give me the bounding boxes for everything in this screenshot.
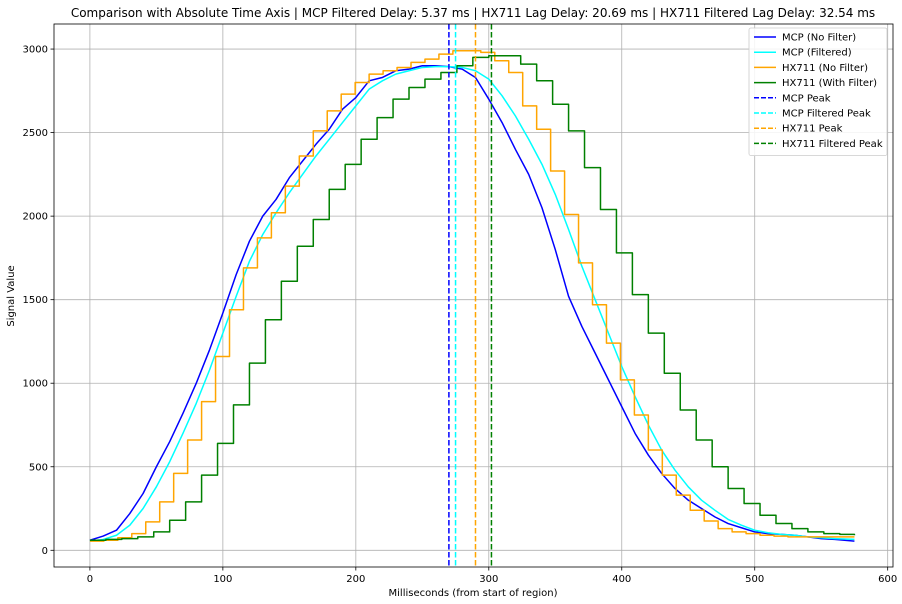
y-tick-label: 1000	[23, 379, 48, 390]
plot-area	[89, 24, 856, 567]
y-axis-label: Signal Value	[6, 265, 17, 326]
legend-box	[748, 27, 888, 156]
x-tick-label: 400	[612, 574, 631, 585]
series-line-hx711-no-filter	[89, 49, 855, 542]
y-tick-label: 0	[42, 546, 48, 557]
legend-label: HX711 (With Filter)	[782, 78, 877, 89]
x-tick-label: 500	[745, 574, 764, 585]
x-tick-label: 300	[479, 574, 498, 585]
legend-label: MCP Peak	[782, 93, 831, 104]
legend-label: HX711 (No Filter)	[782, 63, 868, 74]
y-tick-label: 2000	[23, 212, 48, 223]
legend-label: MCP (Filtered)	[782, 48, 852, 59]
legend-label: HX711 Filtered Peak	[782, 139, 883, 150]
y-tick-label: 500	[29, 462, 48, 473]
legend: MCP (No Filter) MCP (Filtered) HX711 (No F…	[748, 27, 888, 156]
series-line-mcp-no-filter	[89, 65, 855, 542]
x-tick-label: 600	[878, 574, 897, 585]
y-tick-label: 1500	[23, 295, 48, 306]
y-tick-label: 2500	[23, 128, 48, 139]
legend-label: MCP Filtered Peak	[782, 109, 871, 120]
x-tick-label: 200	[346, 574, 365, 585]
ticks: 0 100 200 300 400 500 600 0 500 1000 1500 2000 2500 3…	[23, 45, 898, 585]
series-line-mcp-filtered	[89, 65, 855, 542]
x-tick-label: 0	[87, 574, 93, 585]
x-tick-label: 100	[213, 574, 232, 585]
series-line-hx711-with-filter	[89, 54, 856, 542]
chart-title: Comparison with Absolute Time Axis | MCP…	[71, 6, 875, 20]
legend-label: HX711 Peak	[782, 124, 843, 135]
axes-frame	[53, 23, 894, 568]
x-axis-label: Milliseconds (from start of region)	[389, 588, 558, 599]
legend-label: MCP (No Filter)	[782, 33, 856, 44]
y-tick-label: 3000	[23, 45, 48, 56]
